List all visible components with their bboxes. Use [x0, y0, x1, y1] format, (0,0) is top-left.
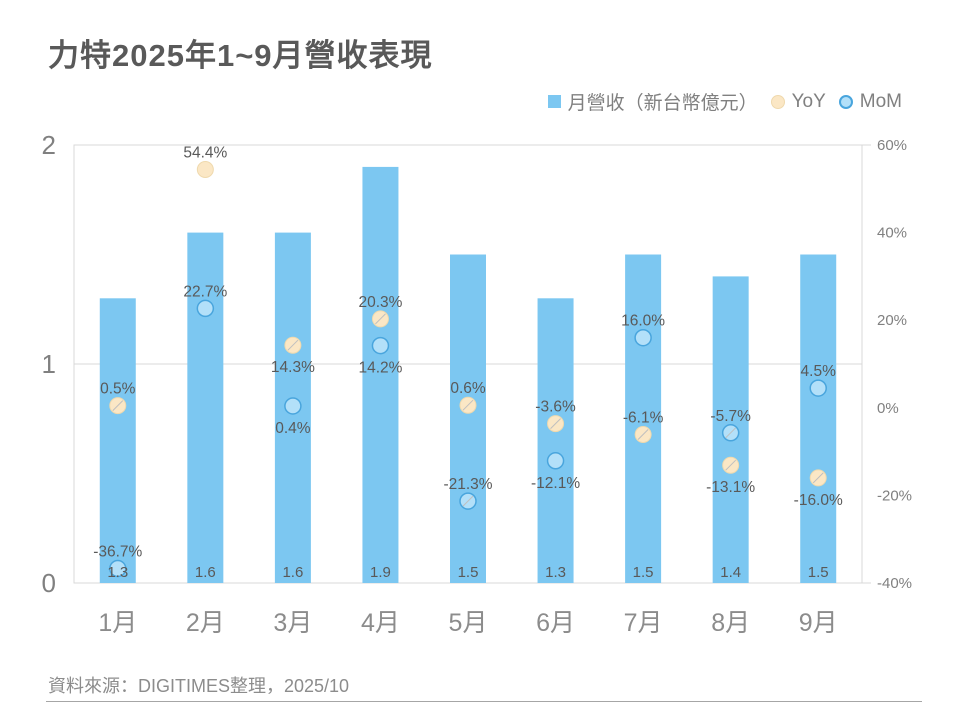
mom-series-swatch-icon: [838, 94, 853, 109]
yoy-label-5月: 0.6%: [450, 380, 486, 397]
legend-label-revenue: 月營收（新台幣億元）: [567, 93, 758, 114]
bar-4月: [362, 166, 399, 583]
bar-6月: [537, 298, 574, 583]
mom-dot-6月: [546, 452, 565, 470]
mom-label-7月: 16.0%: [621, 313, 665, 330]
x-axis-label-9月: 9月: [799, 609, 838, 637]
yoy-leader-4月: [375, 313, 386, 325]
x-axis-label-5月: 5月: [449, 609, 488, 637]
bar-7月: [625, 254, 662, 583]
mom-label-9月: 4.5%: [801, 363, 837, 380]
bar-5月: [450, 254, 486, 583]
bar-label-8月: 1.4: [720, 564, 741, 581]
bar-label-2月: 1.6: [195, 564, 216, 581]
legend-item-mom: MoM: [838, 90, 902, 113]
yoy-leader-7月: [637, 429, 649, 440]
mom-label-3月: 0.4%: [275, 420, 311, 437]
x-axis-label-4月: 4月: [361, 609, 400, 637]
bar-label-3月: 1.6: [282, 564, 303, 581]
mom-label-2月: 22.7%: [183, 283, 227, 300]
bar-series: [99, 166, 837, 583]
yoy-label-7月: -6.1%: [623, 410, 664, 427]
x-axis-label-7月: 7月: [624, 609, 663, 637]
chart-title: 力特2025年1~9月營收表現: [48, 38, 433, 73]
x-axis-label-2月: 2月: [186, 609, 225, 637]
yoy-label-8月: -13.1%: [706, 479, 755, 496]
yoy-leader-5月: [462, 399, 474, 411]
x-axis-label-1月: 1月: [98, 609, 137, 637]
yoy-label-6月: -3.6%: [535, 399, 576, 416]
x-axis-label-6月: 6月: [536, 609, 575, 637]
bar-1月: [99, 298, 136, 583]
bar-label-9月: 1.5: [808, 564, 829, 581]
mom-label-4月: 14.2%: [358, 360, 402, 377]
left-axis-tick: 2: [42, 130, 56, 160]
yoy-leader-9月: [812, 472, 824, 484]
mom-series: -36.7% 22.7% 0.4% 14.2% -21.3% -12.1% 16.0% -5.…: [93, 283, 837, 578]
mom-label-8月: -5.7%: [710, 408, 751, 425]
x-axis: 1月 2月 3月 4月 5月 6月 7月 8月 9月: [98, 609, 837, 637]
legend: 月營收（新台幣億元） YoY MoM: [547, 88, 902, 115]
mom-label-5月: -21.3%: [443, 476, 492, 493]
bar-label-7月: 1.5: [633, 564, 654, 581]
legend-label-yoy: YoY: [791, 90, 826, 112]
footer-divider: [46, 701, 922, 702]
yoy-leader-6月: [550, 418, 561, 429]
mom-dot-4月: [371, 336, 390, 355]
right-axis-tick: 20%: [877, 312, 907, 329]
yoy-series: 0.5% 54.4% 14.3% 20.3% 0.6% -3.6% -6.1% -13.1% -…: [100, 145, 843, 509]
yoy-dot-2月: [196, 161, 214, 178]
mom-label-6月: -12.1%: [531, 475, 580, 492]
yoy-leader-8月: [725, 459, 737, 471]
x-axis-label-8月: 8月: [711, 609, 750, 637]
bar-label-5月: 1.5: [458, 564, 479, 581]
left-axis-tick: 1: [42, 349, 56, 379]
yoy-leader-1月: [112, 400, 124, 411]
mom-leader-5月: [462, 495, 474, 507]
mom-label-1月: -36.7%: [93, 544, 142, 561]
mom-dot-1月: [109, 559, 127, 578]
right-axis-tick: -40%: [877, 575, 912, 592]
yoy-label-9月: -16.0%: [794, 492, 843, 509]
yoy-label-3月: 14.3%: [271, 359, 315, 376]
legend-item-yoy: YoY: [770, 90, 826, 113]
mom-leader-8月: [725, 427, 737, 439]
yoy-label-2月: 54.4%: [183, 145, 227, 162]
bar-label-6月: 1.3: [545, 564, 566, 581]
left-axis: 2 1 0: [42, 130, 56, 598]
mom-dot-2月: [196, 299, 215, 318]
legend-item-revenue: 月營收（新台幣億元）: [547, 88, 758, 115]
yoy-label-4月: 20.3%: [358, 294, 402, 311]
right-axis: 60% 40% 20% 0% -20% -40%: [877, 137, 912, 592]
bar-9月: [800, 254, 837, 583]
legend-label-mom: MoM: [859, 90, 902, 112]
mom-dot-9月: [809, 379, 827, 397]
right-axis-tick: 0%: [877, 400, 899, 417]
yoy-label-1月: 0.5%: [100, 381, 136, 398]
mom-dot-7月: [634, 328, 652, 347]
bar-value-labels: 1.3 1.6 1.6 1.9 1.5 1.3 1.5 1.4 1.5: [107, 564, 828, 581]
mom-dot-3月: [284, 397, 302, 415]
right-axis-tick: 60%: [877, 137, 907, 154]
yoy-series-swatch-icon: [770, 94, 785, 109]
bar-label-1月: 1.3: [107, 564, 128, 581]
source-note: 資料來源：DIGITIMES整理，2025/10: [48, 676, 350, 696]
bar-2月: [187, 232, 224, 583]
bar-label-4月: 1.9: [370, 564, 391, 581]
right-axis-tick: 40%: [877, 225, 907, 242]
yoy-leader-3月: [287, 339, 299, 351]
bar-series-swatch-icon: [547, 95, 561, 108]
left-axis-tick: 0: [42, 568, 56, 598]
x-axis-label-3月: 3月: [273, 609, 312, 637]
right-axis-tick: -20%: [877, 487, 912, 504]
